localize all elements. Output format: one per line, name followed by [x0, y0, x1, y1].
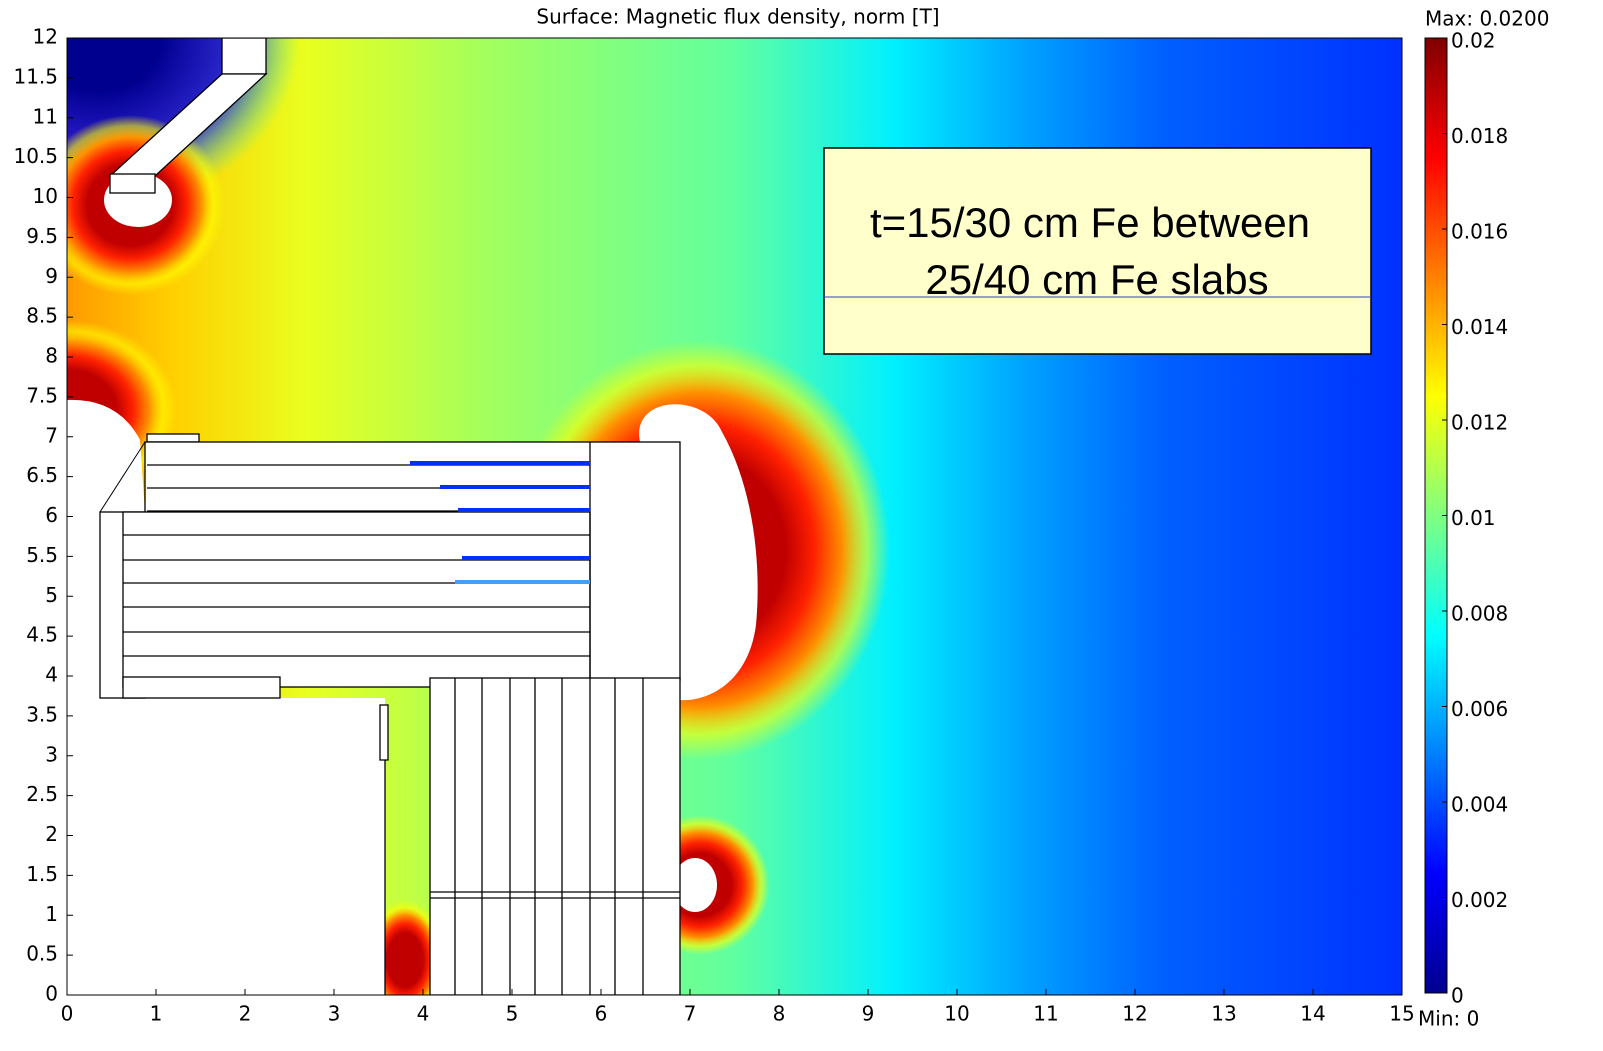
- chart-title: Surface: Magnetic flux density, norm [T]: [536, 5, 939, 29]
- colorbar-tick-label: 0.018: [1451, 124, 1508, 148]
- y-tick-label: 11.5: [13, 64, 58, 88]
- y-tick-label: 10: [33, 184, 58, 208]
- colorbar-tick-label: 0.01: [1451, 506, 1496, 530]
- colorbar-tick-label: 0.014: [1451, 315, 1508, 339]
- colorbar-tick-label: 0.012: [1451, 411, 1508, 435]
- y-tick-label: 0: [45, 982, 58, 1006]
- y-tick-label: 1.5: [26, 862, 58, 886]
- x-tick-label: 8: [773, 1002, 786, 1026]
- x-tick-label: 12: [1122, 1002, 1147, 1026]
- annotation-text: t=15/30 cm Fe between: [870, 199, 1310, 246]
- x-tick-label: 15: [1389, 1002, 1414, 1026]
- colorbar-tick-label: 0.02: [1451, 29, 1496, 53]
- y-tick-label: 4: [45, 663, 58, 687]
- y-tick-label: 4.5: [26, 623, 58, 647]
- y-tick-label: 11: [33, 104, 58, 128]
- y-tick-label: 8: [45, 344, 58, 368]
- x-tick-label: 9: [862, 1002, 875, 1026]
- y-tick-label: 1: [45, 902, 58, 926]
- x-tick-label: 7: [684, 1002, 697, 1026]
- x-tick-label: 11: [1033, 1002, 1058, 1026]
- y-tick-label: 0.5: [26, 942, 58, 966]
- y-tick-label: 10.5: [13, 144, 58, 168]
- y-tick-label: 3: [45, 742, 58, 766]
- annotation-text: 25/40 cm Fe slabs: [925, 256, 1268, 303]
- colorbar-tick-label: 0.004: [1451, 793, 1508, 817]
- y-tick-label: 3.5: [26, 702, 58, 726]
- y-tick-label: 6: [45, 503, 58, 527]
- colorbar-tick-label: 0.006: [1451, 697, 1508, 721]
- y-tick-label: 9.5: [26, 224, 58, 248]
- y-tick-label: 9: [45, 264, 58, 288]
- x-tick-label: 5: [506, 1002, 519, 1026]
- y-tick-label: 6.5: [26, 463, 58, 487]
- colorbar-tick-label: 0.008: [1451, 602, 1508, 626]
- colorbar-max: Max: 0.0200: [1425, 7, 1549, 31]
- x-tick-label: 10: [944, 1002, 969, 1026]
- annotation: t=15/30 cm Fe between 25/40 cm Fe slabs: [823, 147, 1372, 355]
- colorbar-tick-label: 0: [1451, 984, 1464, 1008]
- y-tick-label: 2: [45, 822, 58, 846]
- x-tick-label: 6: [595, 1002, 608, 1026]
- colorbar-tick-label: 0.002: [1451, 888, 1508, 912]
- x-tick-label: 14: [1300, 1002, 1325, 1026]
- x-tick-label: 13: [1211, 1002, 1236, 1026]
- x-tick-label: 1: [150, 1002, 163, 1026]
- y-tick-label: 12: [33, 25, 58, 49]
- y-tick-label: 2.5: [26, 782, 58, 806]
- x-tick-label: 3: [328, 1002, 341, 1026]
- x-tick-label: 0: [61, 1002, 74, 1026]
- x-tick-label: 4: [417, 1002, 430, 1026]
- y-tick-label: 5: [45, 583, 58, 607]
- y-tick-label: 7.5: [26, 383, 58, 407]
- y-tick-label: 5.5: [26, 543, 58, 567]
- y-tick-label: 8.5: [26, 304, 58, 328]
- colorbar-tick-label: 0.016: [1451, 220, 1508, 244]
- x-tick-label: 2: [239, 1002, 252, 1026]
- y-tick-label: 7: [45, 423, 58, 447]
- colorbar-min: Min: 0: [1418, 1007, 1479, 1031]
